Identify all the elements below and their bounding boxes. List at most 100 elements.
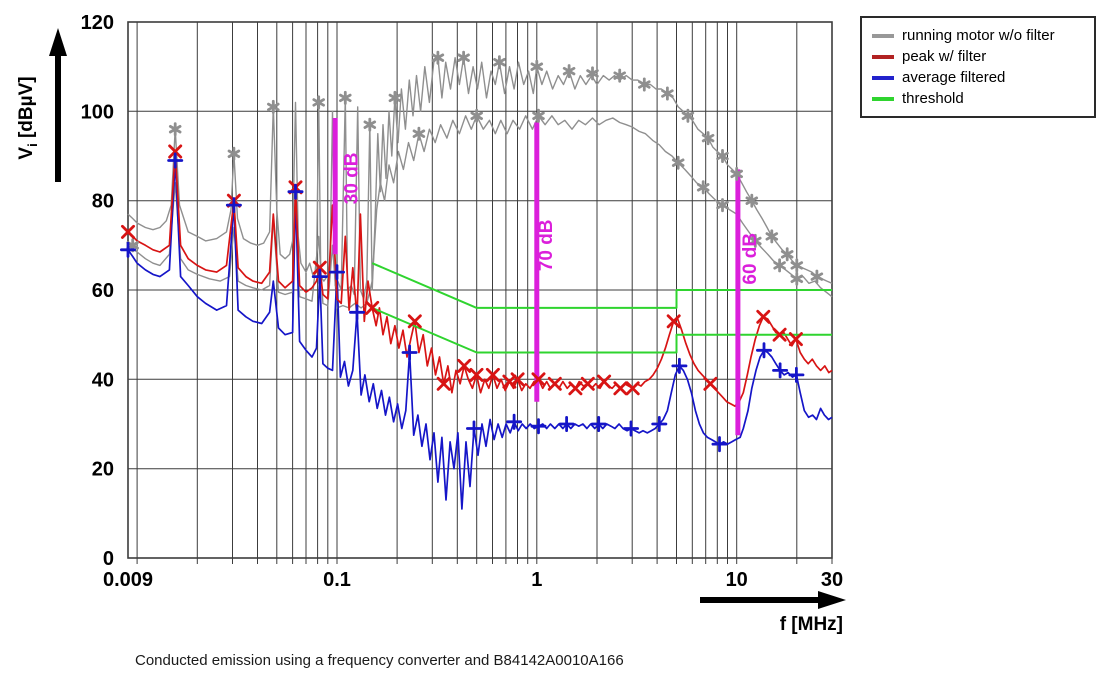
blue-plus-markers-point <box>788 366 805 383</box>
gray-asterisk-markers-point <box>530 59 544 74</box>
blue-plus-markers-point <box>711 436 728 453</box>
caption: Conducted emission using a frequency con… <box>135 652 624 669</box>
annotation-label: 70 dB <box>536 219 557 271</box>
gray-asterisk-markers-point <box>388 90 402 105</box>
legend: running motor w/o filter peak w/ filter av… <box>860 16 1096 118</box>
red-x-markers-point <box>469 367 484 382</box>
gray-asterisk-markers-point <box>696 180 710 195</box>
red-x-markers-point <box>756 309 771 324</box>
red-x-markers-point <box>772 327 787 342</box>
annotation-label: 30 dB <box>342 152 363 204</box>
gray-asterisk-markers-point <box>168 122 182 137</box>
blue-plus-markers-point <box>311 268 328 285</box>
blue-plus-markers-point <box>590 416 607 432</box>
y-tick-label: 60 <box>92 280 114 302</box>
gray-asterisk-markers-point <box>681 108 695 123</box>
x-tick-label: 0.1 <box>323 569 351 591</box>
gray-asterisk-markers-point <box>749 233 762 248</box>
x-axis-label: f [MHz] <box>780 614 843 635</box>
red-x-markers-point <box>703 376 718 391</box>
y-axis-arrowhead <box>49 28 67 56</box>
y-tick-label: 100 <box>81 101 114 123</box>
series-running-motor-no-filter-peak <box>127 57 833 300</box>
blue-plus-markers-point <box>756 342 772 359</box>
gray-asterisk-markers-point <box>661 86 674 101</box>
blue-plus-markers-point <box>401 344 418 361</box>
red-x-markers-point <box>597 374 612 389</box>
red-x-markers-point <box>666 314 681 329</box>
x-tick-label: 1 <box>531 569 542 591</box>
gray-asterisk-markers-point <box>493 55 506 70</box>
gray-asterisk-markers-point <box>701 131 715 146</box>
gray-asterisk-markers-point <box>363 117 377 132</box>
series-threshold-quasi-peak <box>371 262 832 309</box>
gray-asterisk-markers-point <box>532 108 545 123</box>
gray-asterisk-markers-point <box>790 258 804 273</box>
legend-item-4: threshold <box>872 88 1086 109</box>
gray-asterisk-markers-point <box>773 258 786 273</box>
y-tick-label: 40 <box>92 369 114 391</box>
blue-plus-markers-point <box>120 241 136 258</box>
gray-asterisk-markers-point <box>586 66 599 81</box>
blue-plus-markers-point <box>772 362 789 379</box>
gray-asterisk-markers-point <box>267 99 280 114</box>
gray-asterisk-markers-point <box>562 64 576 79</box>
legend-label: peak w/ filter <box>902 48 987 65</box>
series-peak-with-filter <box>127 150 833 407</box>
red-x-markers-point <box>568 381 583 396</box>
blue-plus-markers-point <box>466 420 482 437</box>
blue-plus-markers-point <box>623 420 639 437</box>
gray-asterisk-markers-point <box>790 271 804 286</box>
legend-item-2: peak w/ filter <box>872 46 1086 67</box>
red-x-markers-point <box>365 300 380 315</box>
legend-label: running motor w/o filter <box>902 27 1055 44</box>
legend-item-3: average filtered <box>872 67 1086 88</box>
red-x-markers-point <box>510 372 525 387</box>
gray-asterisk-markers-point <box>431 50 445 65</box>
x-axis-arrowhead <box>818 591 846 609</box>
blue-plus-markers-point <box>225 197 242 214</box>
blue-plus-markers-point <box>558 416 575 432</box>
red-x-markers-point <box>168 144 183 159</box>
gray-asterisk-markers-point <box>312 95 325 110</box>
legend-swatch <box>872 33 894 38</box>
x-tick-label: 30 <box>821 569 843 591</box>
legend-label: average filtered <box>902 69 1006 86</box>
gray-asterisk-markers-point <box>810 269 824 284</box>
red-x-markers-point <box>788 332 803 347</box>
red-x-markers-point <box>547 376 562 391</box>
blue-plus-markers-point <box>506 413 523 430</box>
series-average-filtered <box>127 159 833 510</box>
x-tick-label: 0.009 <box>103 569 153 591</box>
legend-swatch <box>872 96 894 101</box>
y-tick-label: 20 <box>92 459 114 481</box>
legend-label: threshold <box>902 90 964 107</box>
red-x-markers-point <box>625 381 640 396</box>
y-tick-label: 120 <box>81 12 114 34</box>
legend-swatch <box>872 54 894 59</box>
y-tick-label: 0 <box>103 548 114 570</box>
x-tick-label: 10 <box>726 569 748 591</box>
blue-plus-markers-point <box>530 418 547 435</box>
y-tick-label: 80 <box>92 191 114 213</box>
gray-asterisk-markers-point <box>716 149 729 163</box>
blue-plus-markers-point <box>671 357 688 374</box>
gray-asterisk-markers-point <box>780 247 794 262</box>
gray-asterisk-markers-point <box>613 68 626 83</box>
gray-asterisk-markers-point <box>412 126 426 141</box>
gray-asterisk-markers-point <box>716 198 729 213</box>
annotation-label: 60 dB <box>740 233 761 285</box>
gray-asterisk-markers-point <box>227 146 241 161</box>
y-axis-label: Vi [dBµV] <box>16 76 40 159</box>
red-x-markers-point <box>613 381 628 396</box>
gray-asterisk-markers-point <box>730 166 743 181</box>
gray-asterisk-markers-point <box>638 77 651 92</box>
gray-asterisk-markers-point <box>457 50 470 65</box>
gray-asterisk-markers-point <box>745 193 759 208</box>
red-x-markers-point <box>121 224 135 239</box>
blue-plus-markers-point <box>287 183 304 200</box>
blue-plus-markers-point <box>167 152 184 169</box>
red-x-markers-point <box>580 376 595 391</box>
